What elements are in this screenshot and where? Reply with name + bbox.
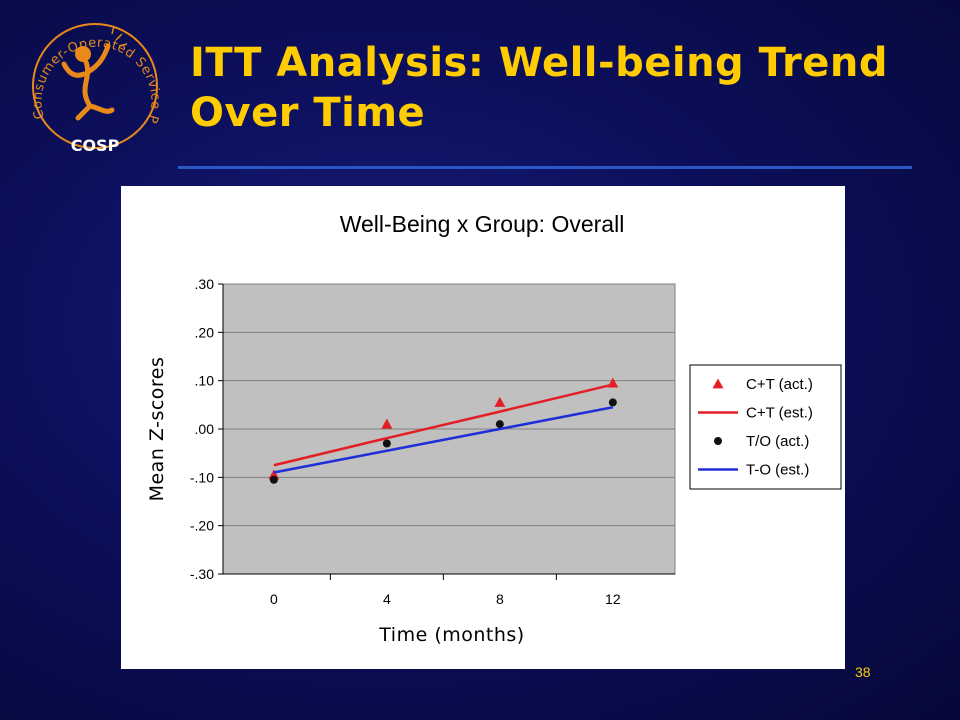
data-point-2-1 (382, 439, 391, 448)
slide-number: 38 (855, 664, 871, 680)
legend-label-1: C+T (est.) (746, 405, 813, 422)
data-point-2-3 (608, 398, 617, 407)
series (268, 377, 619, 484)
slide-title-line-1: ITT Analysis: Well-being Trend (190, 40, 888, 86)
axes: .30 .20 .10 .00 -.10 -.20 -.30 0 4 8 12 (190, 276, 675, 607)
chart-title: Well-Being x Group: Overall (340, 211, 625, 237)
logo-ring (32, 23, 158, 149)
legend-label-2: T/O (act.) (746, 433, 809, 450)
slide-title: ITT Analysis: Well-being Trend Over Time (190, 38, 930, 138)
slide-title-line-2: Over Time (190, 90, 426, 136)
series-line-3 (273, 406, 614, 474)
data-point-2-0 (269, 475, 278, 484)
logo-figure-icon (61, 43, 115, 121)
cosp-logo: Consumer-Operated Service Program COSP (8, 6, 162, 155)
x-tick-label: 0 (270, 591, 278, 607)
legend: C+T (act.) C+T (est.) T/O (act.) T-O (est.) (689, 364, 842, 490)
x-tick-label: 4 (383, 591, 391, 607)
title-divider (178, 166, 912, 169)
x-tick-label: 8 (496, 591, 504, 607)
legend-label-0: C+T (act.) (746, 376, 813, 393)
series-line-1 (273, 383, 614, 467)
grid-lines (223, 331, 675, 527)
logo-spark-icon (111, 25, 128, 47)
y-tick-label: -.30 (190, 566, 214, 582)
legend-swatch-2 (714, 437, 722, 445)
y-tick-label: -.20 (190, 518, 214, 534)
y-tick-label: .00 (195, 421, 215, 437)
y-tick-label: -.10 (190, 469, 214, 485)
y-tick-label: .30 (195, 276, 215, 292)
data-point-0-2 (494, 396, 506, 407)
logo-acronym: COSP (71, 136, 120, 155)
x-axis-label: Time (months) (378, 624, 524, 646)
chart-panel: Well-Being x Group: Overall .30 .20 .10 .00… (121, 186, 845, 669)
y-tick-label: .10 (195, 373, 215, 389)
legend-swatch-0 (712, 378, 724, 389)
y-axis-label: Mean Z-scores (146, 357, 168, 502)
x-tick-label: 12 (605, 591, 621, 607)
data-point-0-1 (381, 418, 393, 429)
y-tick-label: .20 (195, 324, 215, 340)
data-point-0-0 (268, 469, 280, 480)
legend-label-3: T-O (est.) (746, 462, 809, 479)
chart: Well-Being x Group: Overall .30 .20 .10 .00… (146, 211, 842, 646)
data-point-2-2 (495, 420, 504, 429)
